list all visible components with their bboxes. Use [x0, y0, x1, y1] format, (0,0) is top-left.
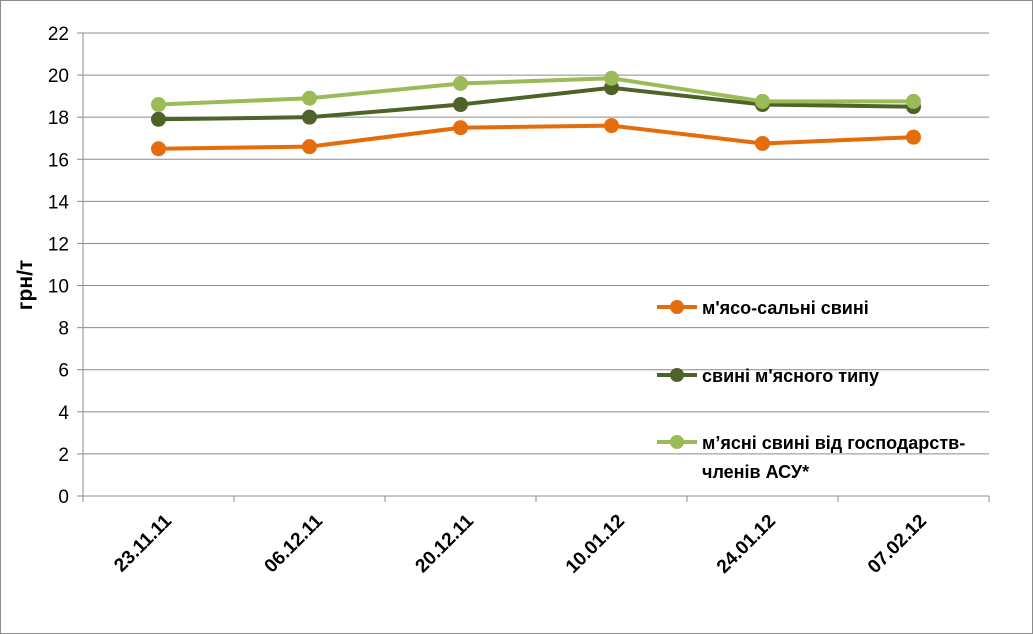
x-tick-label: 10.01.12 [562, 511, 629, 578]
y-tick-label: 2 [58, 445, 69, 466]
data-point [604, 70, 619, 86]
data-point [453, 76, 468, 92]
x-tick-label: 20.12.11 [412, 510, 479, 577]
y-axis-label: грн/т [14, 260, 37, 310]
y-tick-label: 16 [48, 150, 69, 171]
y-tick-label: 18 [48, 108, 69, 129]
data-point [453, 120, 468, 136]
data-point [453, 97, 468, 113]
y-tick-label: 12 [48, 234, 69, 255]
y-tick-label: 10 [48, 277, 69, 298]
legend-swatch-marker [670, 300, 684, 314]
series-line [156, 123, 916, 151]
data-point [151, 141, 166, 157]
data-point [755, 93, 770, 109]
y-tick-label: 0 [58, 487, 69, 508]
data-point [302, 139, 317, 155]
y-tick-labels: 0 2 4 6 8 10 12 14 16 18 20 22 [48, 24, 70, 508]
data-point [906, 129, 921, 145]
data-point [906, 93, 921, 109]
data-point [604, 118, 619, 134]
x-tick-label: 07.02.12 [864, 511, 931, 578]
gridlines [83, 32, 989, 455]
series-line [156, 76, 916, 107]
legend-label: членів АСУ* [702, 462, 809, 482]
series-lines [151, 70, 921, 157]
series-line [156, 85, 916, 122]
legend-swatch-marker [670, 368, 684, 382]
legend-label: свині м'ясного типу [702, 366, 879, 386]
x-tick-label: 06.12.11 [261, 510, 328, 577]
x-tick-labels: 23.11.11 06.12.11 20.12.11 10.01.12 24.01.12… [110, 510, 931, 577]
x-tick-label: 23.11.11 [110, 510, 176, 576]
legend-swatch-marker [670, 435, 684, 449]
data-point [151, 111, 166, 127]
legend-label: м'ясо-сальні свині [702, 298, 869, 318]
legend: м'ясо-сальні свині свині м'ясного типу м’я… [657, 298, 965, 482]
data-point [302, 90, 317, 106]
data-point [302, 109, 317, 125]
y-tick-label: 4 [58, 403, 69, 424]
data-point [151, 97, 166, 113]
y-tick-label: 22 [48, 24, 69, 45]
y-tick-label: 14 [48, 192, 70, 213]
y-tick-label: 8 [58, 319, 69, 340]
data-point [755, 135, 770, 151]
x-tick-label: 24.01.12 [713, 511, 780, 578]
y-tick-label: 6 [58, 361, 69, 382]
legend-label: м’ясні свині від господарств- [702, 433, 965, 453]
axes [77, 32, 990, 502]
y-tick-label: 20 [48, 66, 69, 87]
